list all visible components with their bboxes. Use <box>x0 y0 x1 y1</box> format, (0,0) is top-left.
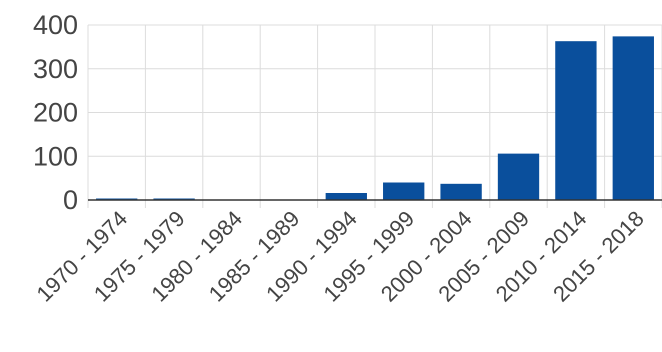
grid-layer <box>87 24 662 208</box>
y-tick-label: 0 <box>63 185 78 215</box>
bar <box>383 182 425 200</box>
bar-layer <box>96 36 654 200</box>
y-tick-label: 300 <box>33 54 78 84</box>
y-axis-tick-labels: 0 100 200 300 400 <box>33 10 78 215</box>
bar <box>555 41 597 200</box>
y-tick-label: 100 <box>33 141 78 171</box>
bar <box>440 183 482 200</box>
y-tick-label: 400 <box>33 10 78 40</box>
bar <box>612 36 654 200</box>
bar <box>497 153 540 200</box>
bar <box>325 193 367 200</box>
y-tick-label: 200 <box>33 98 78 128</box>
